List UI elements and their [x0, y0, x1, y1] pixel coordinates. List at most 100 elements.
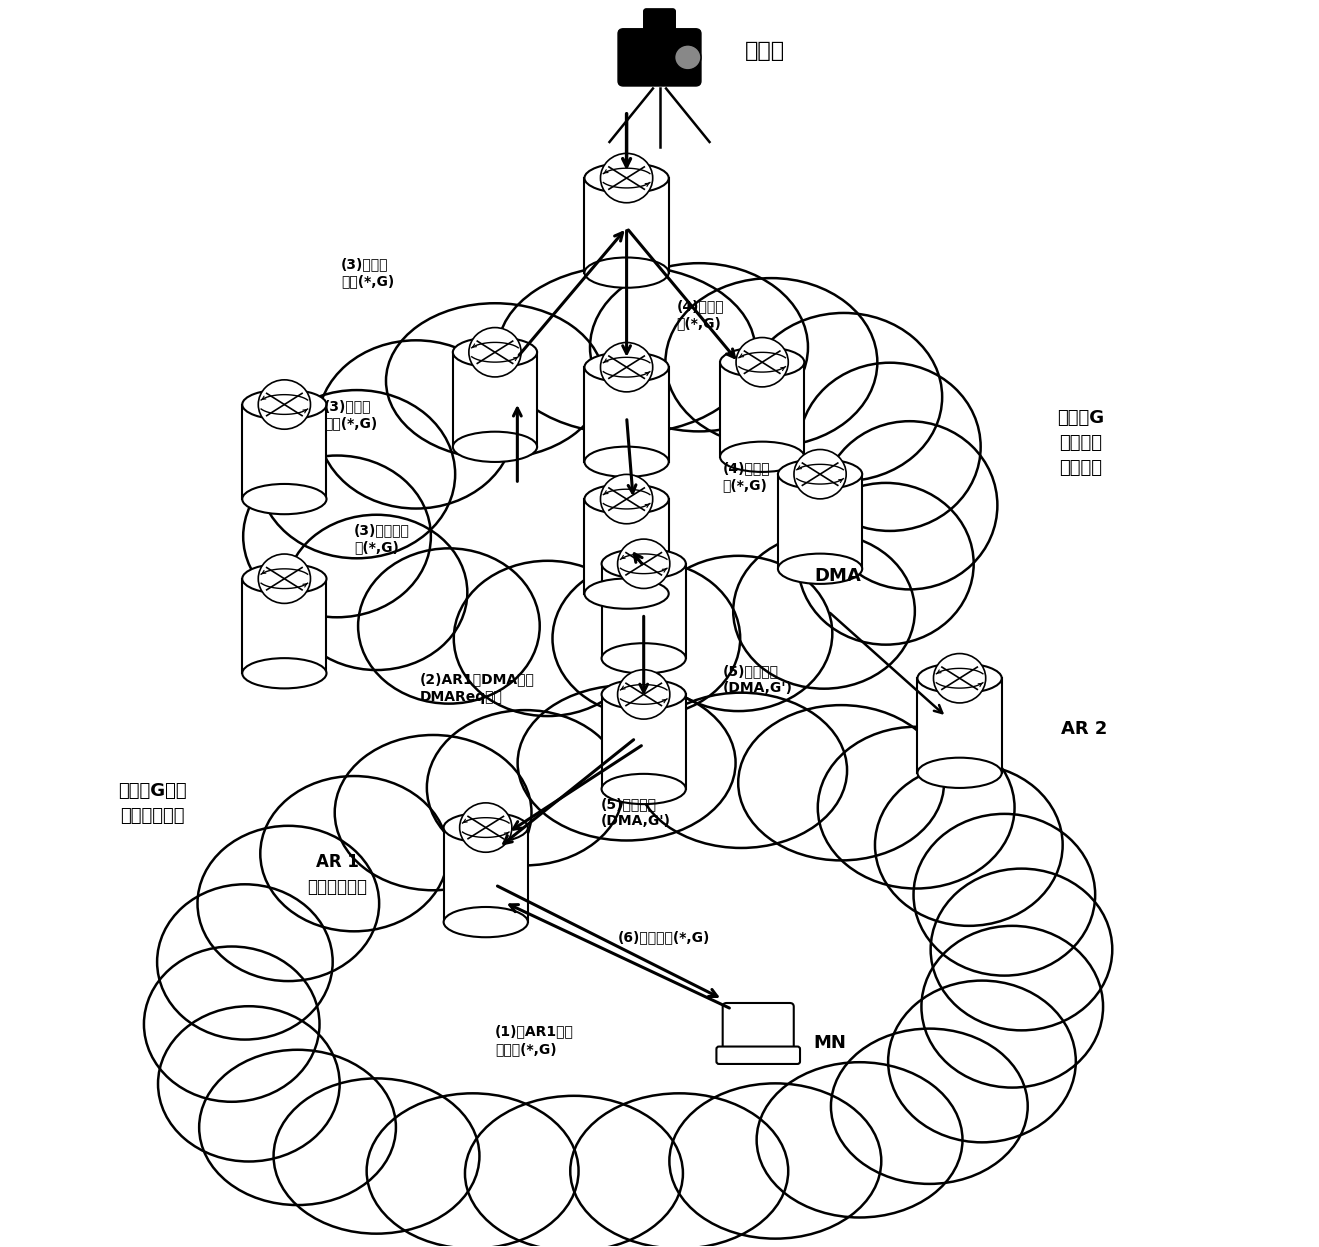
Ellipse shape [199, 1050, 396, 1205]
Text: MN: MN [814, 1034, 847, 1051]
Circle shape [259, 380, 310, 429]
Ellipse shape [720, 441, 805, 471]
Ellipse shape [243, 658, 327, 688]
Ellipse shape [745, 313, 942, 481]
Ellipse shape [318, 340, 514, 509]
Bar [601, 564, 686, 658]
Ellipse shape [286, 515, 467, 670]
Ellipse shape [601, 774, 686, 804]
Bar [443, 828, 528, 922]
Ellipse shape [822, 421, 997, 590]
Bar [918, 678, 1001, 773]
Circle shape [934, 653, 985, 703]
Text: AR 1
（支持组播）: AR 1 （支持组播） [307, 853, 367, 897]
Ellipse shape [874, 764, 1063, 925]
Ellipse shape [553, 561, 740, 716]
Ellipse shape [243, 484, 327, 514]
Ellipse shape [243, 564, 327, 594]
Text: (3)请求加
入组(*,G): (3)请求加 入组(*,G) [342, 257, 394, 288]
Ellipse shape [427, 710, 624, 865]
Ellipse shape [799, 363, 980, 531]
Ellipse shape [922, 925, 1103, 1087]
Bar [584, 178, 669, 273]
Ellipse shape [733, 534, 915, 688]
Circle shape [674, 45, 700, 70]
Text: (2)AR1向DMA发送
DMAReq消息: (2)AR1向DMA发送 DMAReq消息 [419, 672, 534, 703]
Ellipse shape [443, 907, 528, 938]
Bar [778, 474, 863, 569]
Ellipse shape [584, 446, 669, 476]
Ellipse shape [570, 1094, 789, 1247]
Circle shape [459, 803, 512, 852]
Ellipse shape [888, 980, 1076, 1142]
Ellipse shape [443, 813, 528, 843]
Circle shape [259, 554, 310, 604]
Text: 组播组G在区
域内的组播树: 组播组G在区 域内的组播树 [119, 782, 187, 826]
Ellipse shape [357, 549, 539, 703]
Ellipse shape [778, 459, 863, 489]
Ellipse shape [739, 705, 944, 860]
Text: (3)请求加入
组(*,G): (3)请求加入 组(*,G) [353, 524, 410, 555]
Text: AR 2: AR 2 [1060, 721, 1108, 738]
Circle shape [600, 343, 653, 392]
Ellipse shape [243, 455, 431, 617]
Ellipse shape [367, 1094, 579, 1247]
Ellipse shape [601, 549, 686, 579]
Ellipse shape [918, 758, 1001, 788]
Circle shape [468, 328, 521, 377]
Ellipse shape [259, 390, 455, 559]
Circle shape [617, 670, 670, 720]
Ellipse shape [243, 389, 327, 420]
Ellipse shape [499, 266, 756, 434]
Ellipse shape [584, 352, 669, 383]
Ellipse shape [584, 163, 669, 193]
Bar [243, 404, 327, 499]
Ellipse shape [273, 1079, 479, 1233]
Ellipse shape [584, 257, 669, 288]
Bar [243, 579, 327, 673]
Text: (6)组播数据(*,G): (6)组播数据(*,G) [617, 930, 710, 944]
Ellipse shape [157, 884, 332, 1040]
Circle shape [617, 539, 670, 589]
Ellipse shape [144, 946, 319, 1102]
Circle shape [600, 153, 653, 203]
Ellipse shape [584, 579, 669, 609]
Bar [584, 367, 669, 461]
Bar [601, 695, 686, 789]
Ellipse shape [818, 727, 1014, 889]
Text: 组播源: 组播源 [745, 41, 785, 61]
Ellipse shape [918, 663, 1001, 693]
Ellipse shape [452, 337, 537, 368]
Text: (1)向AR1请求
加入组(*,G): (1)向AR1请求 加入组(*,G) [495, 1025, 574, 1056]
Ellipse shape [335, 734, 532, 890]
FancyBboxPatch shape [619, 29, 700, 86]
Ellipse shape [665, 278, 877, 446]
Ellipse shape [198, 826, 379, 981]
Ellipse shape [517, 685, 736, 840]
Ellipse shape [931, 869, 1112, 1030]
Ellipse shape [158, 1006, 340, 1161]
Circle shape [736, 338, 789, 387]
Text: (4)组播数
据(*,G): (4)组播数 据(*,G) [677, 299, 724, 330]
Text: (4)组播数
据(*,G): (4)组播数 据(*,G) [723, 461, 770, 493]
Ellipse shape [757, 1062, 963, 1217]
Text: (5)组播数据
(DMA,G'): (5)组播数据 (DMA,G') [600, 797, 670, 828]
Ellipse shape [778, 554, 863, 584]
Circle shape [794, 449, 847, 499]
Ellipse shape [914, 814, 1095, 975]
Text: (3)请求加
入组(*,G): (3)请求加 入组(*,G) [324, 399, 377, 430]
FancyBboxPatch shape [716, 1046, 801, 1064]
Bar [452, 352, 537, 446]
Bar [584, 499, 669, 594]
Ellipse shape [452, 431, 537, 461]
Ellipse shape [601, 643, 686, 673]
Ellipse shape [584, 484, 669, 514]
Ellipse shape [260, 776, 448, 932]
Circle shape [600, 474, 653, 524]
Bar [720, 362, 805, 456]
Ellipse shape [386, 303, 604, 459]
Ellipse shape [601, 680, 686, 710]
Ellipse shape [831, 1029, 1028, 1183]
Ellipse shape [645, 556, 832, 711]
Ellipse shape [720, 347, 805, 378]
